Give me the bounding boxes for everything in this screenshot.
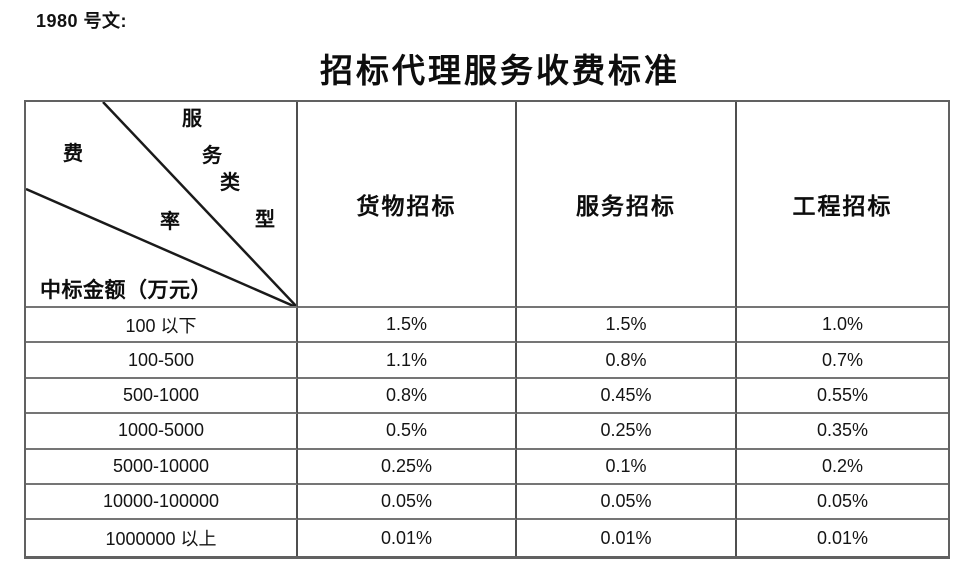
corner-service-type-char: 务 — [202, 145, 222, 167]
row-range-label: 100 以下 — [26, 308, 298, 344]
fee-value: 0.2% — [737, 450, 948, 485]
row-range-label: 500-1000 — [26, 378, 298, 415]
fee-value: 1.1% — [298, 343, 517, 379]
corner-fee-rate-char: 率 — [160, 211, 180, 233]
page-title: 招标代理服务收费标准 — [320, 54, 680, 90]
fee-value: 0.05% — [298, 484, 517, 521]
fee-value: 0.35% — [737, 414, 948, 450]
fee-value: 0.55% — [737, 379, 948, 415]
fee-value: 1.5% — [517, 308, 737, 344]
column-header-goods-bidding: 货物招标 — [298, 102, 517, 308]
corner-header-cell: 服 务 类 型 费 率 中标金额（万元） — [26, 102, 298, 308]
diagonal-divider-lines — [26, 102, 296, 306]
corner-fee-rate-char: 费 — [63, 143, 83, 165]
doc-ref: 1980 号文: — [36, 11, 128, 31]
title-wrap: 招标代理服务收费标准 — [12, 44, 976, 92]
fee-value: 0.1% — [517, 449, 737, 485]
row-range-label: 10000-100000 — [26, 484, 298, 521]
row-range-label: 100-500 — [26, 343, 298, 379]
fee-value: 0.8% — [298, 378, 517, 415]
corner-service-type-char: 类 — [220, 172, 240, 194]
corner-service-type-char: 型 — [255, 209, 275, 231]
corner-service-type-char: 服 — [182, 108, 202, 130]
fee-value: 0.01% — [816, 527, 869, 548]
fee-value: 0.7% — [737, 343, 948, 379]
row-range-label: 1000000 以上 — [26, 520, 298, 556]
fee-value: 0.05% — [517, 484, 737, 521]
fee-value: 0.45% — [517, 378, 737, 415]
fee-table: 服 务 类 型 费 率 中标金额（万元） 货物招标 服务招标 工程招标 100 … — [24, 100, 950, 559]
fee-value: 0.25% — [298, 449, 517, 485]
fee-value: 1.0% — [737, 308, 948, 344]
fee-value: 0.8% — [517, 343, 737, 379]
row-range-label: 5000-10000 — [26, 449, 298, 485]
fee-value: 1.5% — [298, 308, 517, 344]
row-range-label: 1000-5000 — [26, 414, 298, 450]
fee-value: 0.5% — [298, 414, 517, 450]
column-header-works-bidding: 工程招标 — [737, 102, 948, 308]
column-header-service-bidding: 服务招标 — [517, 102, 737, 308]
fee-value: 0.01% — [298, 520, 517, 556]
fee-value: 0.01% — [517, 520, 737, 556]
fee-value: 0.25% — [517, 414, 737, 450]
row-axis-label: 中标金额（万元） — [40, 278, 212, 302]
fee-value: 0.05% — [737, 485, 948, 521]
